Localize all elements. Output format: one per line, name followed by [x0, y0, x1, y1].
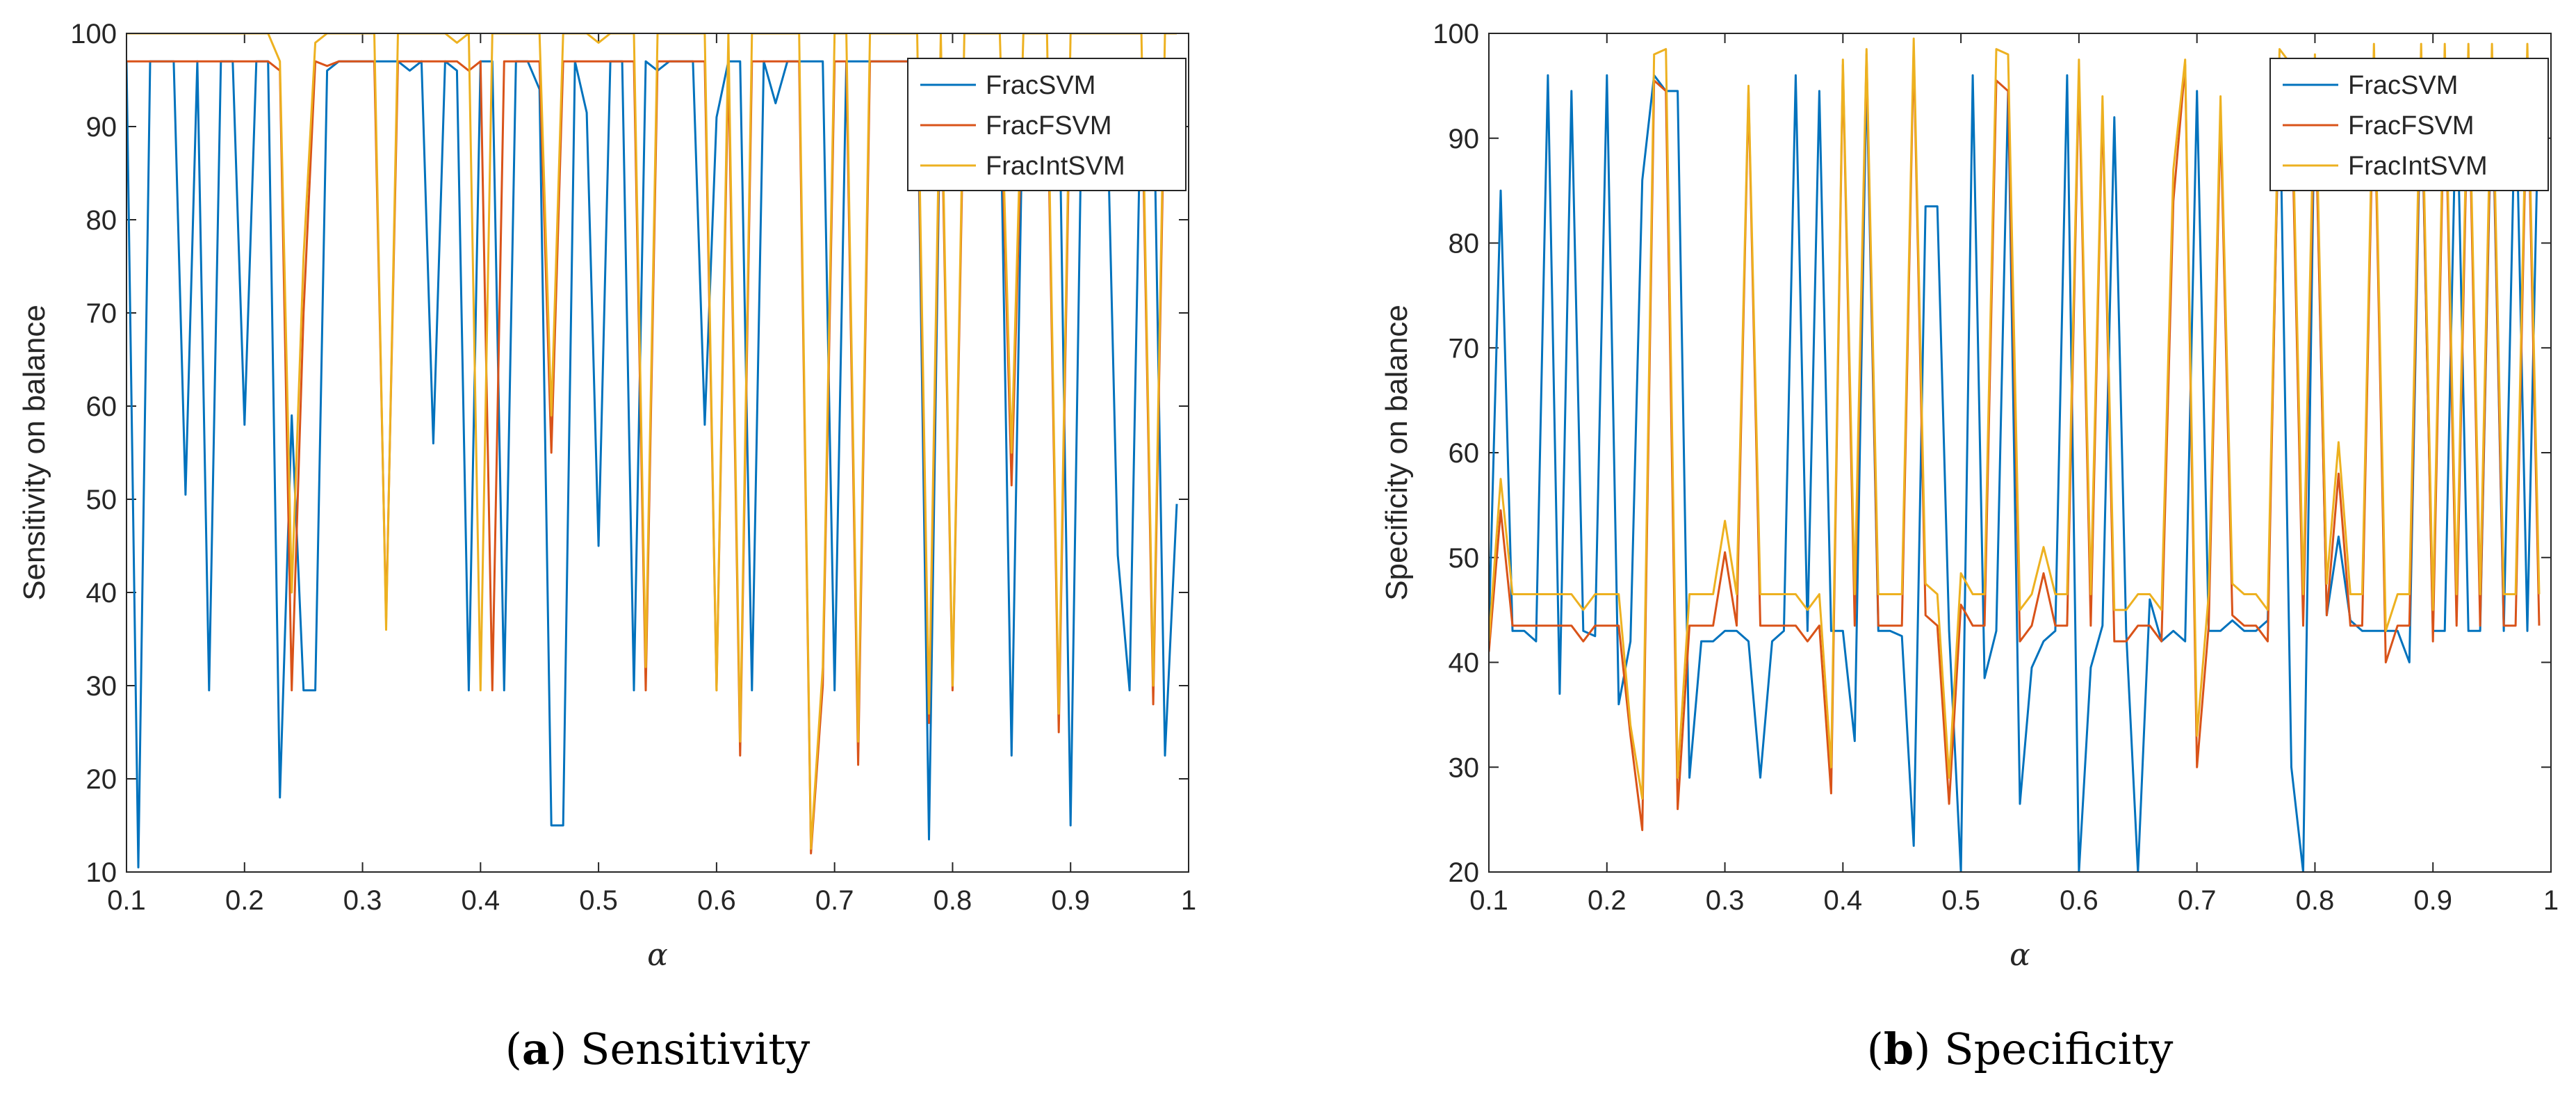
y-axis-label: Specificity on balance — [1380, 305, 1414, 601]
y-tick-label: 70 — [1449, 333, 1480, 364]
y-tick-label: 20 — [1449, 857, 1480, 888]
legend-entry: FracFSVM — [2348, 111, 2475, 140]
caption-letter: b — [1884, 1024, 1914, 1074]
y-tick-label: 100 — [1433, 19, 1479, 49]
x-axis-label: α — [647, 937, 668, 973]
panel-specificity: 0.1 0.2 0.3 0.4 0.5 0.6 0.7 0.8 0.9 1 20 30 40 50 60 7… — [1380, 19, 2559, 1074]
x-tick-label: 0.7 — [2178, 885, 2217, 916]
x-tick-label: 0.6 — [697, 885, 736, 916]
legend-entry: FracIntSVM — [2348, 152, 2488, 181]
x-tick-label: 0.3 — [343, 885, 382, 916]
y-tick-labels: 20 30 40 50 60 70 80 90 100 — [1433, 19, 1479, 888]
legend-entry: FracIntSVM — [986, 152, 1125, 181]
y-tick-label: 30 — [86, 671, 117, 702]
x-tick-label: 0.1 — [1469, 885, 1508, 916]
x-tick-label: 0.4 — [1824, 885, 1863, 916]
y-tick-label: 90 — [1449, 124, 1480, 154]
y-tick-label: 60 — [86, 391, 117, 422]
x-tick-label: 0.1 — [107, 885, 146, 916]
caption-letter: a — [522, 1024, 550, 1074]
y-tick-label: 50 — [86, 485, 117, 515]
caption-text: Sensitivity — [580, 1024, 810, 1074]
x-tick-labels: 0.1 0.2 0.3 0.4 0.5 0.6 0.7 0.8 0.9 1 — [1469, 885, 2559, 916]
x-tick-label: 0.3 — [1706, 885, 1745, 916]
x-tick-label: 1 — [2543, 885, 2559, 916]
y-tick-label: 10 — [86, 857, 117, 888]
caption-text: Specificity — [1944, 1024, 2173, 1074]
x-tick-label: 0.9 — [2413, 885, 2452, 916]
x-tick-label: 0.9 — [1051, 885, 1090, 916]
y-tick-label: 20 — [86, 764, 117, 795]
x-tick-label: 0.7 — [815, 885, 854, 916]
y-tick-label: 70 — [86, 298, 117, 329]
y-tick-label: 30 — [1449, 752, 1480, 783]
y-tick-label: 100 — [70, 19, 117, 49]
x-tick-labels: 0.1 0.2 0.3 0.4 0.5 0.6 0.7 0.8 0.9 1 — [107, 885, 1196, 916]
y-tick-label: 60 — [1449, 438, 1480, 469]
legend-entry: FracSVM — [2348, 71, 2458, 100]
plot-frame — [126, 33, 1189, 873]
y-axis-label: Sensitivity on balance — [17, 305, 51, 601]
y-tick-label: 40 — [86, 578, 117, 608]
caption-sensitivity: (a) Sensitivity — [505, 1024, 810, 1074]
x-tick-label: 1 — [1181, 885, 1196, 916]
x-tick-label: 0.8 — [934, 885, 972, 916]
legend-entry: FracSVM — [986, 71, 1095, 100]
x-tick-label: 0.2 — [1588, 885, 1627, 916]
legend: FracSVM FracFSVM FracIntSVM — [2269, 58, 2549, 191]
y-tick-label: 50 — [1449, 543, 1480, 574]
y-tick-label: 90 — [86, 112, 117, 143]
y-tick-label: 80 — [1449, 229, 1480, 259]
x-tick-label: 0.5 — [1941, 885, 1980, 916]
caption-specificity: (b) Specificity — [1867, 1024, 2174, 1074]
series-line-fracintsvm — [1489, 38, 2541, 800]
y-tick-labels: 10 20 30 40 50 60 70 80 90 100 — [70, 19, 117, 888]
series-lines — [1489, 38, 2541, 872]
x-tick-label: 0.4 — [462, 885, 500, 916]
x-tick-label: 0.2 — [225, 885, 264, 916]
x-tick-label: 0.5 — [579, 885, 618, 916]
x-tick-label: 0.6 — [2060, 885, 2098, 916]
y-tick-label: 80 — [86, 205, 117, 236]
x-axis-label: α — [2010, 937, 2030, 973]
plot-frame — [1488, 33, 2552, 873]
x-tick-label: 0.8 — [2296, 885, 2335, 916]
legend-entry: FracFSVM — [986, 111, 1112, 140]
legend: FracSVM FracFSVM FracIntSVM — [907, 58, 1187, 191]
y-tick-label: 40 — [1449, 648, 1480, 679]
panel-sensitivity: 0.1 0.2 0.3 0.4 0.5 0.6 0.7 0.8 0.9 1 10 20 30 40 50 6… — [17, 19, 1196, 1074]
